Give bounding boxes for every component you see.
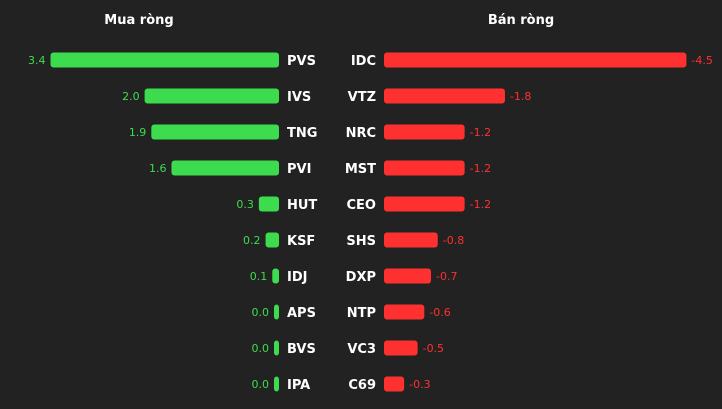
buy-value-label: 1.6 xyxy=(149,162,167,175)
buy-bar xyxy=(265,232,279,248)
sell-bar xyxy=(384,232,438,248)
sell-bar xyxy=(384,340,418,356)
sell-bar xyxy=(384,268,432,284)
buy-ticker-label: TNG xyxy=(287,126,317,141)
sell-ticker-label: MST xyxy=(345,162,376,177)
sell-value-label: -0.8 xyxy=(443,234,464,247)
sell-ticker-label: DXP xyxy=(346,270,376,285)
sell-value-label: -1.2 xyxy=(470,162,491,175)
buy-ticker-label: BVS xyxy=(287,342,316,357)
buy-bar xyxy=(274,340,279,356)
sell-bar xyxy=(384,304,425,320)
buy-bar xyxy=(171,160,279,176)
buy-value-label: 2.0 xyxy=(122,90,140,103)
buy-value-label: 0.1 xyxy=(250,270,268,283)
sell-bar xyxy=(384,124,465,140)
sell-ticker-label: C69 xyxy=(348,378,376,393)
sell-bar xyxy=(384,160,465,176)
sell-value-label: -0.6 xyxy=(429,306,450,319)
buy-ticker-label: KSF xyxy=(287,234,315,249)
buy-value-label: 0.0 xyxy=(252,306,270,319)
buy-bar xyxy=(151,124,279,140)
sell-value-label: -0.7 xyxy=(436,270,457,283)
sell-ticker-label: NTP xyxy=(347,306,376,321)
buy-ticker-label: IVS xyxy=(287,90,311,105)
buy-value-label: 1.9 xyxy=(129,126,147,139)
buy-bar xyxy=(274,376,279,392)
buy-ticker-label: APS xyxy=(287,306,316,321)
buy-bars-group: 3.4 PVS 2.0 IVS 1.9 TNG 1.6 PVI 0.3 HUT 0.2 KSF 0.1 I… xyxy=(28,52,317,393)
buy-ticker-label: PVI xyxy=(287,162,311,177)
sell-bar xyxy=(384,52,687,68)
sell-chart-title: Bán ròng xyxy=(488,13,554,28)
sell-ticker-label: NRC xyxy=(346,126,376,141)
sell-ticker-label: VTZ xyxy=(348,90,376,105)
buy-chart-title: Mua ròng xyxy=(104,13,173,28)
sell-bar xyxy=(384,196,465,212)
sell-bar xyxy=(384,88,505,104)
sell-ticker-label: CEO xyxy=(347,198,376,213)
sell-value-label: -4.5 xyxy=(691,54,712,67)
buy-value-label: 0.0 xyxy=(252,378,270,391)
buy-ticker-label: IPA xyxy=(287,378,310,393)
buy-ticker-label: HUT xyxy=(287,198,317,213)
buy-bar xyxy=(50,52,279,68)
buy-value-label: 0.3 xyxy=(236,198,254,211)
sell-ticker-label: SHS xyxy=(346,234,376,249)
buy-bar xyxy=(144,88,279,104)
sell-value-label: -0.3 xyxy=(409,378,430,391)
sell-ticker-label: VC3 xyxy=(347,342,376,357)
buy-value-label: 3.4 xyxy=(28,54,46,67)
buy-value-label: 0.0 xyxy=(252,342,270,355)
buy-value-label: 0.2 xyxy=(243,234,261,247)
buy-ticker-label: IDJ xyxy=(287,270,307,285)
sell-value-label: -1.8 xyxy=(510,90,531,103)
buy-bar xyxy=(258,196,279,212)
sell-value-label: -1.2 xyxy=(470,126,491,139)
sell-ticker-label: IDC xyxy=(351,54,376,69)
sell-bar xyxy=(384,376,405,392)
buy-bar xyxy=(274,304,279,320)
buy-bar xyxy=(272,268,279,284)
sell-value-label: -0.5 xyxy=(423,342,444,355)
buy-ticker-label: PVS xyxy=(287,54,316,69)
sell-value-label: -1.2 xyxy=(470,198,491,211)
sell-bars-group: -4.5 IDC -1.8 VTZ -1.2 NRC -1.2 MST -1.2 CEO -0.8 S… xyxy=(345,52,713,393)
